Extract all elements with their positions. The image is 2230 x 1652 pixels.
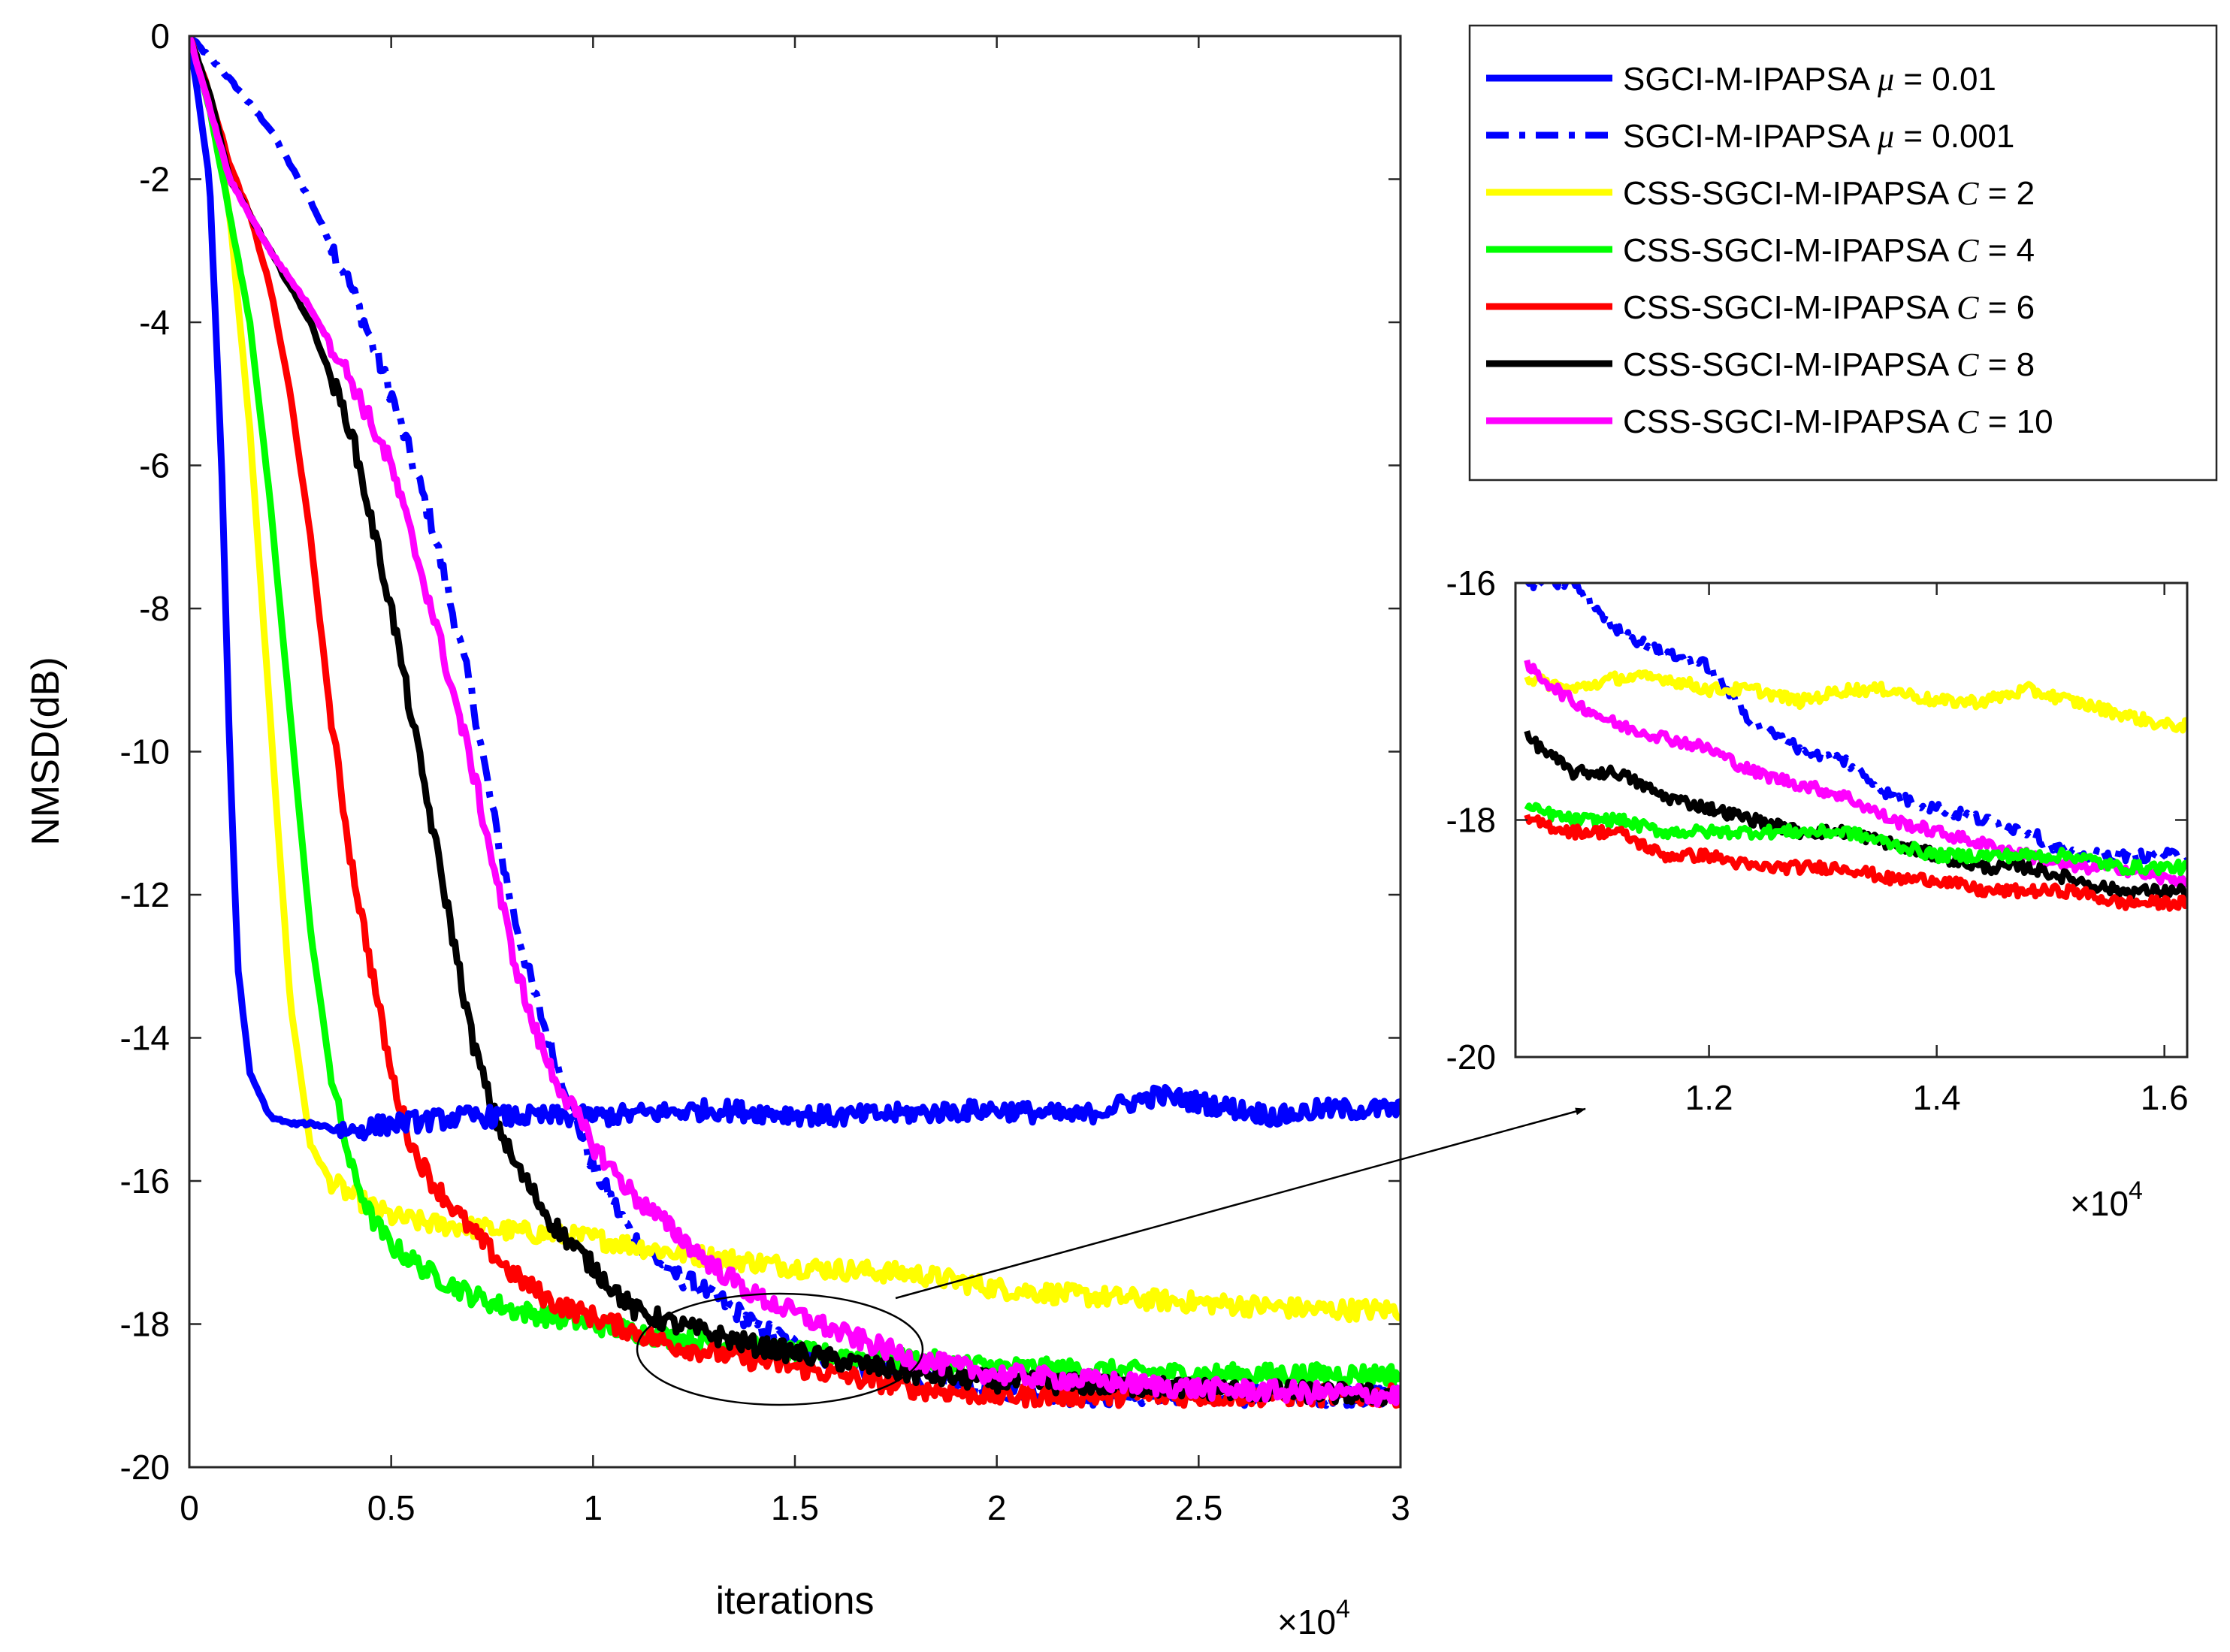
inset-series-line-s5 [1524,814,2187,912]
main-plot: 0 0.5 1 1.5 2 2.5 3 0 -2 -4 -6 -8 -10 -12 -14 -16 -18 -20… [24,17,1410,1641]
inset-y-tick-label: -16 [1446,563,1496,603]
main-series-lines [189,36,1401,1409]
inset-x-multiplier-base: ×10 [2070,1184,2129,1223]
inset-ticks: 1.2 1.4 1.6 -16 -18 -20 [1446,563,2189,1117]
main-series-line-s3 [189,36,1401,1324]
main-plot-area [189,36,1401,1467]
main-y-tick-label: -16 [120,1161,170,1200]
inset-x-multiplier: ×104 [2070,1176,2143,1223]
legend-label-s6: CSS-SGCI-M-IPAPSA C = 8 [1623,346,2035,383]
main-y-tick-label: -8 [139,589,170,628]
main-x-tick-label: 2.5 [1174,1488,1222,1527]
main-y-tick-label: -12 [120,875,170,914]
inset-x-tick-label: 1.6 [2141,1078,2189,1117]
main-y-tick-label: -20 [120,1448,170,1487]
inset-plot: 1.2 1.4 1.6 -16 -18 -20 ×104 [1446,563,2189,1223]
legend-label-s5: CSS-SGCI-M-IPAPSA C = 6 [1623,289,2035,326]
main-x-tick-label: 1 [584,1488,603,1527]
main-series-line-s5 [189,36,1401,1409]
legend-items: SGCI-M-IPAPSA μ = 0.01 SGCI-M-IPAPSA μ = … [1486,61,2053,440]
main-ticks: 0 0.5 1 1.5 2 2.5 3 0 -2 -4 -6 -8 -10 -12 -14 -16 -18 -20 [120,17,1410,1527]
main-x-tick-label: 0.5 [367,1488,415,1527]
zoom-arrow [895,1107,1586,1300]
main-y-tick-label: 0 [150,17,170,56]
main-x-tick-label: 0 [180,1488,199,1527]
legend: SGCI-M-IPAPSA μ = 0.01 SGCI-M-IPAPSA μ = … [1468,24,2218,482]
inset-series-line-s3 [1524,669,2187,734]
zoom-annotation [636,1107,1586,1406]
legend-label-s3: CSS-SGCI-M-IPAPSA C = 2 [1623,175,2035,212]
legend-label-s7: CSS-SGCI-M-IPAPSA C = 10 [1623,403,2053,440]
main-y-tick-label: -2 [139,160,170,199]
inset-y-tick-label: -20 [1446,1037,1496,1077]
y-axis-title: NMSD(dB) [24,657,68,845]
main-x-tick-label: 2 [987,1488,1007,1527]
inset-series-lines [1524,583,2187,912]
main-y-tick-label: -6 [139,446,170,485]
inset-x-multiplier-exp: 4 [2129,1176,2143,1205]
inset-series-line-s2 [1524,583,2187,865]
main-series-line-s7 [189,36,1401,1408]
main-y-tick-label: -10 [120,732,170,772]
x-multiplier: ×104 [1277,1595,1350,1641]
x-multiplier-exp: 4 [1336,1595,1350,1623]
zoom-ellipse [636,1292,924,1406]
legend-label-s1: SGCI-M-IPAPSA μ = 0.01 [1623,61,1996,98]
legend-label-s4: CSS-SGCI-M-IPAPSA C = 4 [1623,232,2035,269]
x-multiplier-base: ×10 [1277,1602,1336,1641]
inset-series-line-s4 [1524,802,2187,877]
legend-label-s2: SGCI-M-IPAPSA μ = 0.001 [1623,118,2014,155]
main-x-tick-label: 3 [1391,1488,1410,1527]
x-axis-title: iterations [716,1579,875,1623]
inset-y-tick-label: -18 [1446,801,1496,840]
inset-x-tick-label: 1.4 [1913,1078,1961,1117]
main-y-tick-label: -4 [139,303,170,342]
main-y-tick-label: -18 [120,1305,170,1344]
main-x-tick-label: 1.5 [771,1488,819,1527]
main-y-tick-label: -14 [120,1019,170,1058]
main-series-line-s1 [189,36,1401,1142]
inset-x-tick-label: 1.2 [1685,1078,1733,1117]
inset-series-line-s7 [1524,659,2187,888]
